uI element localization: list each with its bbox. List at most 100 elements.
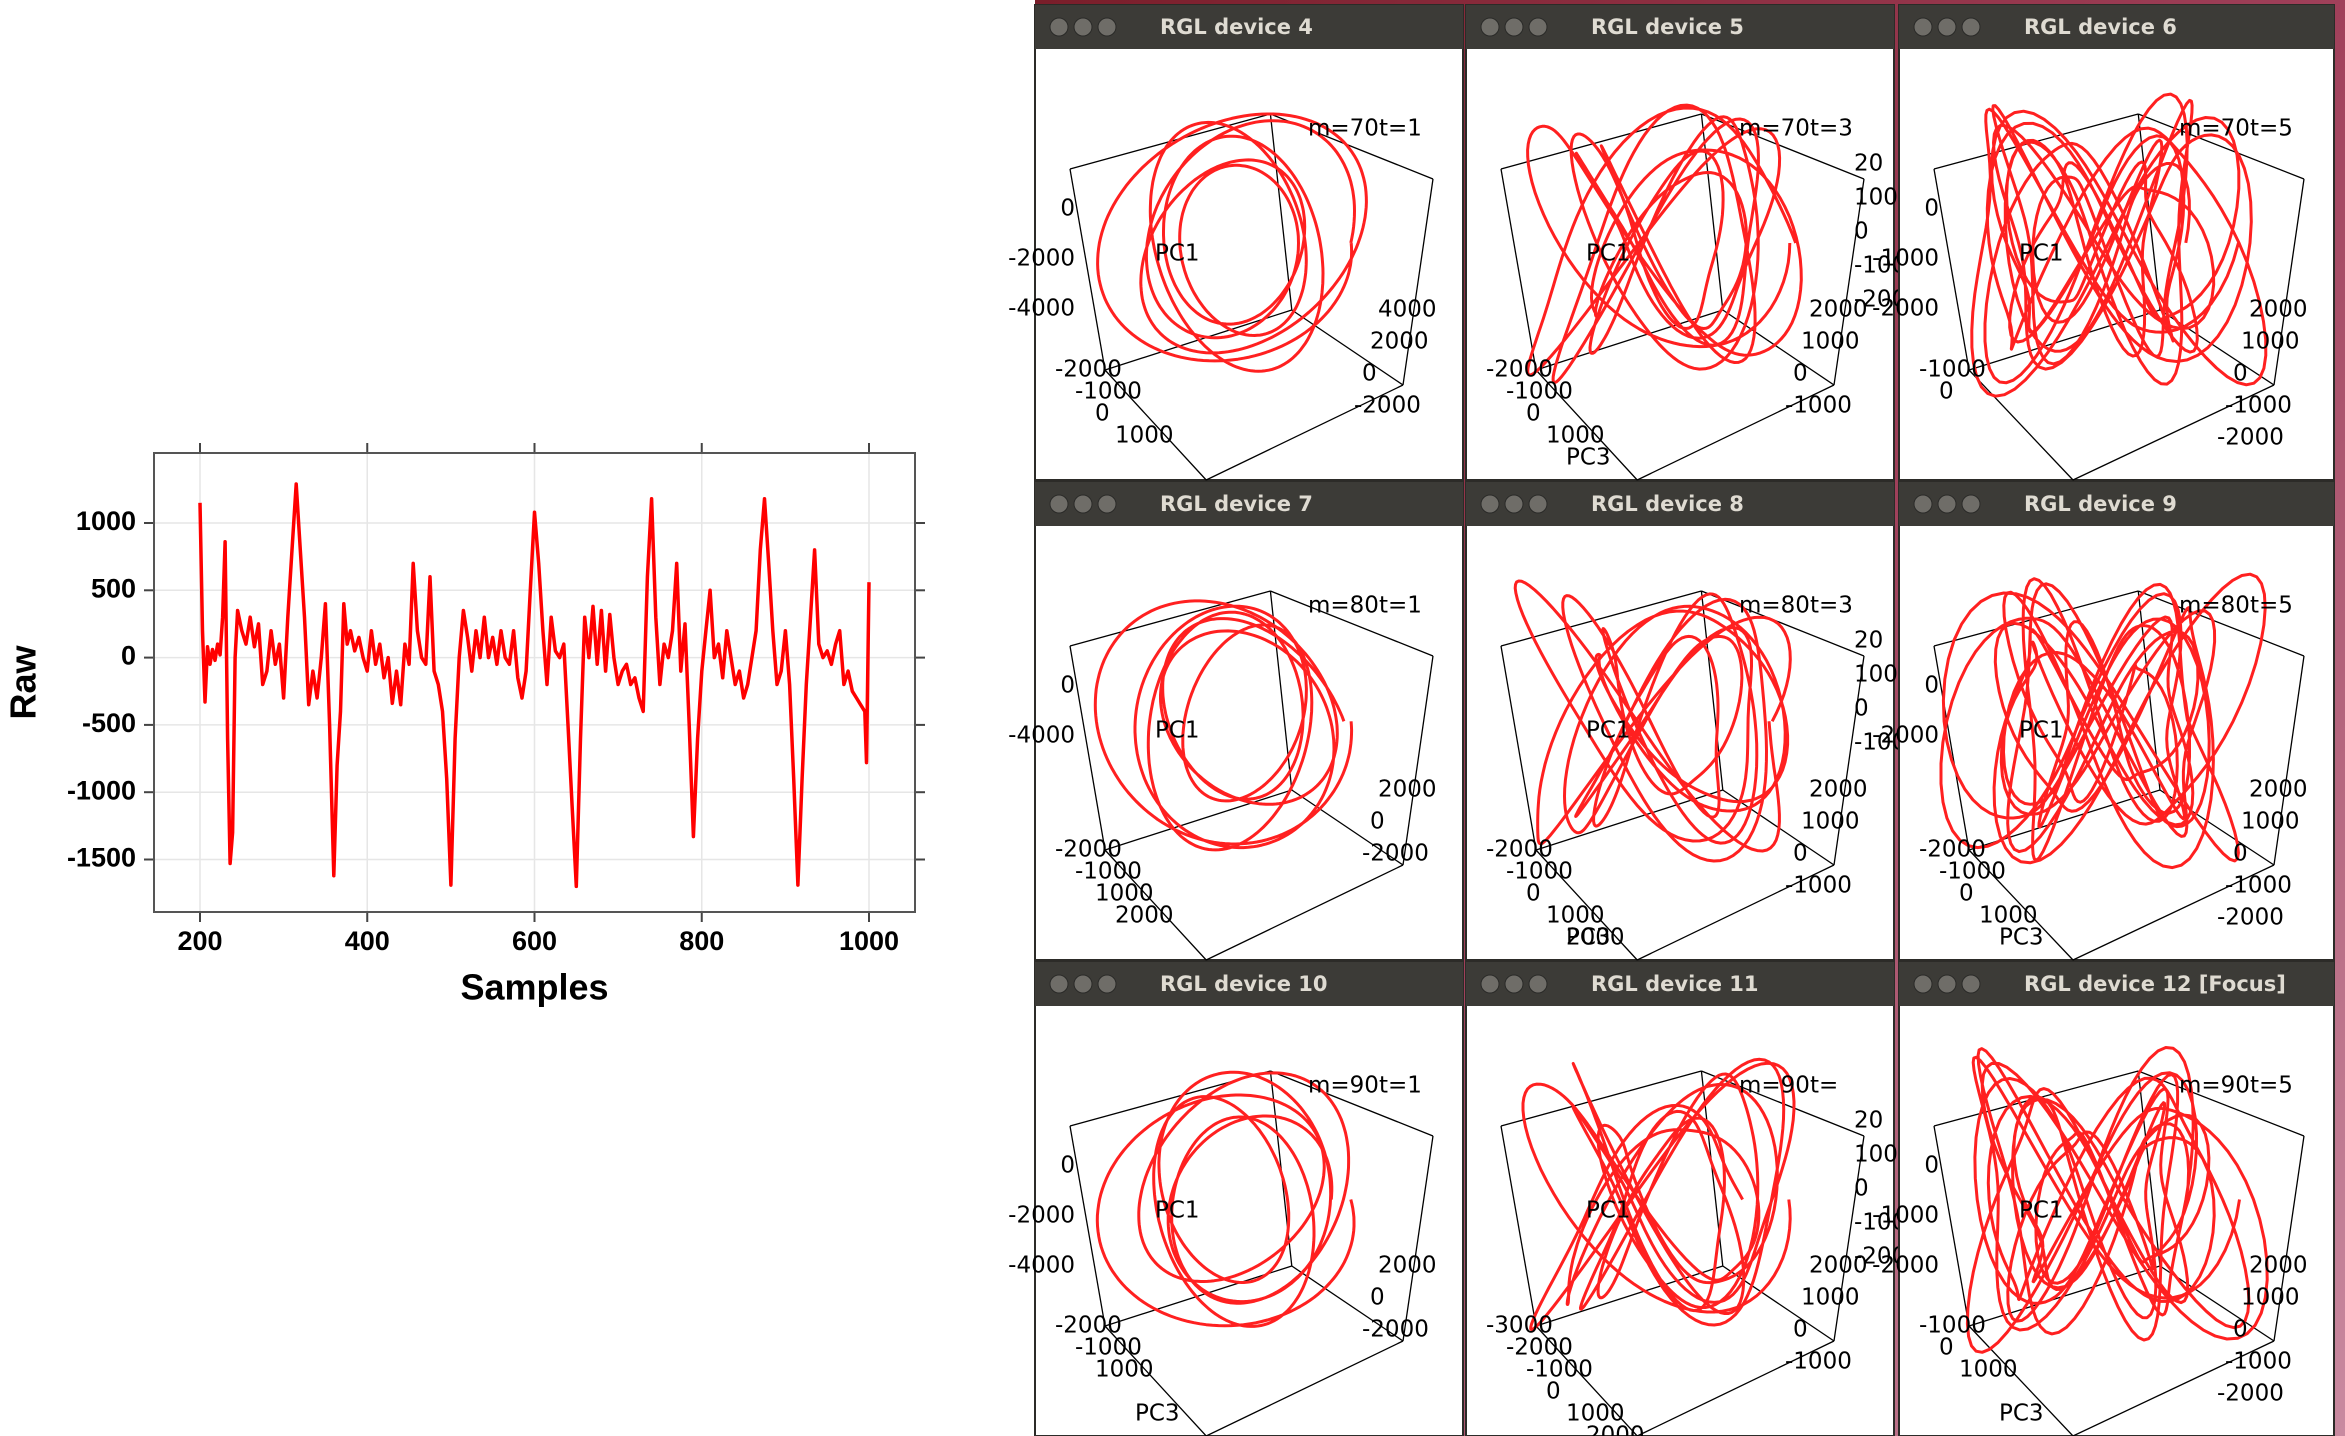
close-button[interactable]	[1480, 974, 1500, 994]
tick-label: 0	[1854, 219, 1869, 245]
close-button[interactable]	[1913, 494, 1933, 514]
tick-label: 0	[1793, 841, 1808, 867]
tick-label: -2000	[1055, 1313, 1122, 1339]
y-tick-label: -500	[82, 708, 136, 738]
maximize-button[interactable]	[1528, 17, 1548, 37]
tick-label: -1000	[1919, 1313, 1986, 1339]
tick-label: -1000	[1785, 1349, 1852, 1375]
tick-label: 1000	[1801, 329, 1860, 355]
tick-label: 0	[1924, 1153, 1939, 1179]
minimize-button[interactable]	[1073, 17, 1093, 37]
x-axis-title: Samples	[460, 967, 608, 1008]
tick-label: 2000	[1566, 925, 1625, 951]
window-body	[1034, 961, 1464, 1436]
maximize-button[interactable]	[1097, 494, 1117, 514]
tick-label: -2000	[2217, 425, 2284, 451]
bbox-edge	[1701, 590, 1865, 657]
axis-label: PC1	[2019, 1198, 2064, 1224]
tick-label: 2000	[1378, 777, 1437, 803]
close-button[interactable]	[1913, 17, 1933, 37]
maximize-button[interactable]	[1528, 494, 1548, 514]
bbox-edge	[1402, 655, 1434, 866]
bbox-edge	[2072, 864, 2275, 961]
maximize-button[interactable]	[1961, 17, 1981, 37]
bbox-edge	[1500, 113, 1702, 170]
minimize-button[interactable]	[1073, 494, 1093, 514]
tick-label: -1000	[1506, 379, 1573, 405]
bbox-edge	[1968, 1325, 2074, 1436]
bbox-edge	[1636, 384, 1835, 481]
window-title: RGL device 4	[1160, 15, 1313, 39]
close-button[interactable]	[1480, 17, 1500, 37]
minimize-button[interactable]	[1937, 494, 1957, 514]
tick-label: 0	[1546, 1379, 1561, 1405]
tick-label: -2000	[1008, 1203, 1075, 1229]
tick-label: -1000	[1506, 859, 1573, 885]
tick-label: 20	[1854, 628, 1883, 654]
tick-label: -2000	[1008, 246, 1075, 272]
tick-label: -2000	[1486, 357, 1553, 383]
plot-frame	[153, 452, 916, 913]
window-title: RGL device 5	[1591, 15, 1744, 39]
tick-label: 0	[1939, 379, 1954, 405]
minimize-button[interactable]	[1937, 974, 1957, 994]
bbox-edge	[1636, 864, 1835, 961]
tick-label: 2000	[2249, 1253, 2308, 1279]
window-body	[1465, 961, 1895, 1436]
tick-label: -1000	[1939, 859, 2006, 885]
y-tick-label: -1500	[67, 843, 136, 873]
bbox-edge	[1933, 1125, 1970, 1327]
x-tick-label: 1000	[839, 926, 899, 956]
maximize-button[interactable]	[1528, 974, 1548, 994]
window-body	[1465, 481, 1895, 961]
tick-label: 1000	[1566, 1401, 1625, 1427]
bbox-edge	[1205, 384, 1404, 481]
x-tick-label: 600	[512, 926, 557, 956]
tick-label: -2000	[1362, 841, 1429, 867]
tick-label: -1000	[1919, 357, 1986, 383]
bbox-edge	[1104, 1325, 1207, 1436]
tick-label: 0	[1924, 673, 1939, 699]
annotation: m=90t=5	[2179, 1073, 2293, 1099]
bbox-edge	[2138, 590, 2305, 657]
minimize-button[interactable]	[1504, 494, 1524, 514]
minimize-button[interactable]	[1073, 974, 1093, 994]
tick-label: 1000	[2241, 809, 2300, 835]
window-body	[1034, 4, 1464, 481]
maximize-button[interactable]	[1961, 494, 1981, 514]
bbox-edge	[1291, 309, 1404, 386]
tick-label: 2000	[1370, 329, 1429, 355]
tick-label: 20	[1854, 1108, 1883, 1134]
close-button[interactable]	[1913, 974, 1933, 994]
axis-label: PC1	[1586, 718, 1631, 744]
trajectory	[1095, 1070, 1356, 1328]
maximize-button[interactable]	[1097, 17, 1117, 37]
annotation: m=70t=5	[2179, 116, 2293, 142]
y-tick-label: 1000	[76, 506, 136, 536]
tick-label: -4000	[1008, 296, 1075, 322]
maximize-button[interactable]	[1097, 974, 1117, 994]
minimize-button[interactable]	[1504, 974, 1524, 994]
close-button[interactable]	[1480, 494, 1500, 514]
annotation: m=70t=3	[1739, 116, 1853, 142]
axis-label: PC1	[1155, 718, 1200, 744]
bbox-edge	[1722, 309, 1835, 386]
close-button[interactable]	[1049, 494, 1069, 514]
bbox-edge	[1700, 113, 1724, 311]
tick-label: 2000	[1378, 1253, 1437, 1279]
tick-label: 0	[1793, 361, 1808, 387]
tick-label: -1000	[1526, 1357, 1593, 1383]
maximize-button[interactable]	[1961, 974, 1981, 994]
close-button[interactable]	[1049, 974, 1069, 994]
axis-label: PC3	[1566, 925, 1611, 951]
trajectory	[1093, 599, 1354, 852]
close-button[interactable]	[1049, 17, 1069, 37]
bbox-edge	[2273, 1135, 2305, 1342]
minimize-button[interactable]	[1504, 17, 1524, 37]
bbox-edge	[1500, 1125, 1537, 1327]
window-title: RGL device 8	[1591, 492, 1744, 516]
window-body	[1465, 4, 1895, 481]
minimize-button[interactable]	[1937, 17, 1957, 37]
bbox-edge	[1535, 369, 1638, 481]
